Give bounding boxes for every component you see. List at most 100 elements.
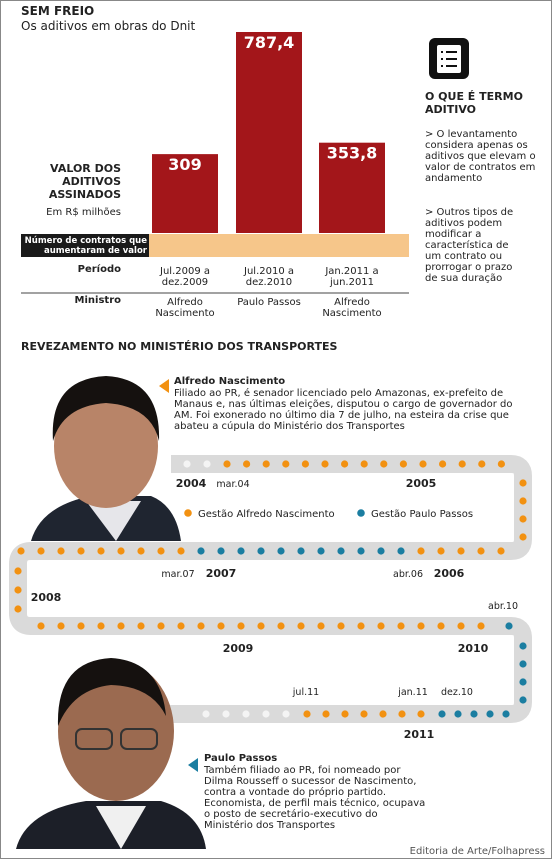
- timeline-dot: [321, 460, 329, 468]
- timeline-dot: [322, 710, 330, 718]
- timeline-dot: [277, 547, 285, 555]
- timeline-label: 2007: [206, 567, 237, 580]
- timeline-dot: [282, 460, 290, 468]
- contracts-label: Número de contratos que aumentaram de va…: [24, 236, 147, 256]
- period-label: Período: [77, 264, 121, 275]
- timeline-dot: [37, 622, 45, 630]
- timeline-dot: [57, 622, 65, 630]
- timeline-label: abr.10: [488, 601, 518, 612]
- minister-name: Paulo Passos: [237, 297, 301, 308]
- timeline-dot: [137, 622, 145, 630]
- timeline-dot: [341, 460, 349, 468]
- timeline-dot: [437, 622, 445, 630]
- bar: [236, 32, 302, 233]
- timeline-dot: [97, 547, 105, 555]
- bio-name: Paulo Passos: [204, 753, 278, 764]
- value-label: 309: [168, 155, 201, 174]
- value-label: 353,8: [327, 144, 378, 163]
- legend-dot: [184, 509, 192, 517]
- timeline-label: 2004: [176, 477, 207, 490]
- timeline-dot: [458, 460, 466, 468]
- timeline-dot: [97, 622, 105, 630]
- legend-dot: [357, 509, 365, 517]
- timeline-dot: [519, 533, 527, 541]
- timeline-dot: [242, 710, 250, 718]
- x-tick-label: Jul.2009 a dez.2009: [160, 266, 210, 288]
- timeline-dot: [222, 710, 230, 718]
- timeline-dot: [301, 460, 309, 468]
- timeline-label: 2011: [404, 728, 435, 741]
- timeline-label: 2008: [31, 591, 62, 604]
- timeline-dot: [197, 547, 205, 555]
- timeline-dot: [454, 710, 462, 718]
- minister-name: Alfredo Nascimento: [322, 297, 382, 319]
- timeline-dot: [360, 460, 368, 468]
- timeline-label: dez.10: [441, 687, 473, 698]
- timeline-dot: [177, 547, 185, 555]
- timeline-dot: [203, 460, 211, 468]
- timeline-dot: [237, 547, 245, 555]
- timeline-dot: [282, 710, 290, 718]
- bar: [319, 142, 385, 233]
- timeline-dot: [217, 547, 225, 555]
- credit: Editoria de Arte/Folhapress: [409, 846, 545, 857]
- timeline-label: 2006: [434, 567, 465, 580]
- timeline-dot: [519, 660, 527, 668]
- timeline-dot: [37, 547, 45, 555]
- timeline-label: jul.11: [292, 687, 319, 698]
- timeline-dot: [317, 547, 325, 555]
- timeline-dot: [397, 622, 405, 630]
- timeline-dot: [237, 622, 245, 630]
- timeline-dot: [439, 460, 447, 468]
- timeline-dot: [457, 547, 465, 555]
- section-title: REVEZAMENTO NO MINISTÉRIO DOS TRANSPORTE…: [21, 340, 338, 353]
- marker-2: [188, 758, 198, 772]
- timeline-label: mar.04: [216, 479, 249, 490]
- y-label: VALOR DOS ADITIVOS ASSINADOS: [48, 162, 121, 201]
- timeline-dot: [297, 547, 305, 555]
- timeline-label: abr.06: [393, 569, 423, 580]
- timeline-dot: [519, 678, 527, 686]
- doc-icon-lines: [441, 51, 457, 67]
- timeline-dot: [477, 547, 485, 555]
- timeline-dot: [262, 460, 270, 468]
- chart-subtitle: Os aditivos em obras do Dnit: [21, 19, 196, 33]
- value-label: 787,4: [244, 33, 295, 52]
- timeline-dot: [297, 622, 305, 630]
- marker-1: [159, 379, 169, 393]
- timeline-label: 2005: [406, 477, 437, 490]
- timeline-dot: [398, 710, 406, 718]
- timeline-dot: [379, 710, 387, 718]
- timeline-dot: [257, 622, 265, 630]
- timeline-dot: [419, 460, 427, 468]
- timeline-dot: [177, 622, 185, 630]
- timeline-dot: [470, 710, 478, 718]
- bio-text: Filiado ao PR, é senador licenciado pelo…: [174, 388, 513, 432]
- timeline-dot: [317, 622, 325, 630]
- timeline-dot: [357, 547, 365, 555]
- timeline-label: 2010: [458, 642, 489, 655]
- timeline-dot: [137, 547, 145, 555]
- timeline-dot: [505, 622, 513, 630]
- timeline-dot: [117, 622, 125, 630]
- sidebar-title: O QUE É TERMO ADITIVO: [425, 90, 523, 116]
- timeline-dot: [117, 547, 125, 555]
- timeline-dot: [437, 547, 445, 555]
- timeline-dot: [277, 622, 285, 630]
- timeline-dot: [14, 605, 22, 613]
- timeline-dot: [337, 622, 345, 630]
- timeline-dot: [486, 710, 494, 718]
- timeline-dot: [337, 547, 345, 555]
- timeline-dot: [438, 710, 446, 718]
- bar: [152, 154, 218, 233]
- timeline-dot: [519, 642, 527, 650]
- timeline-dot: [519, 497, 527, 505]
- timeline-dot: [243, 460, 251, 468]
- chart-title: SEM FREIO: [21, 4, 95, 18]
- timeline-label: jan.11: [397, 687, 428, 698]
- timeline-dot: [380, 460, 388, 468]
- timeline-dot: [303, 710, 311, 718]
- timeline-dot: [360, 710, 368, 718]
